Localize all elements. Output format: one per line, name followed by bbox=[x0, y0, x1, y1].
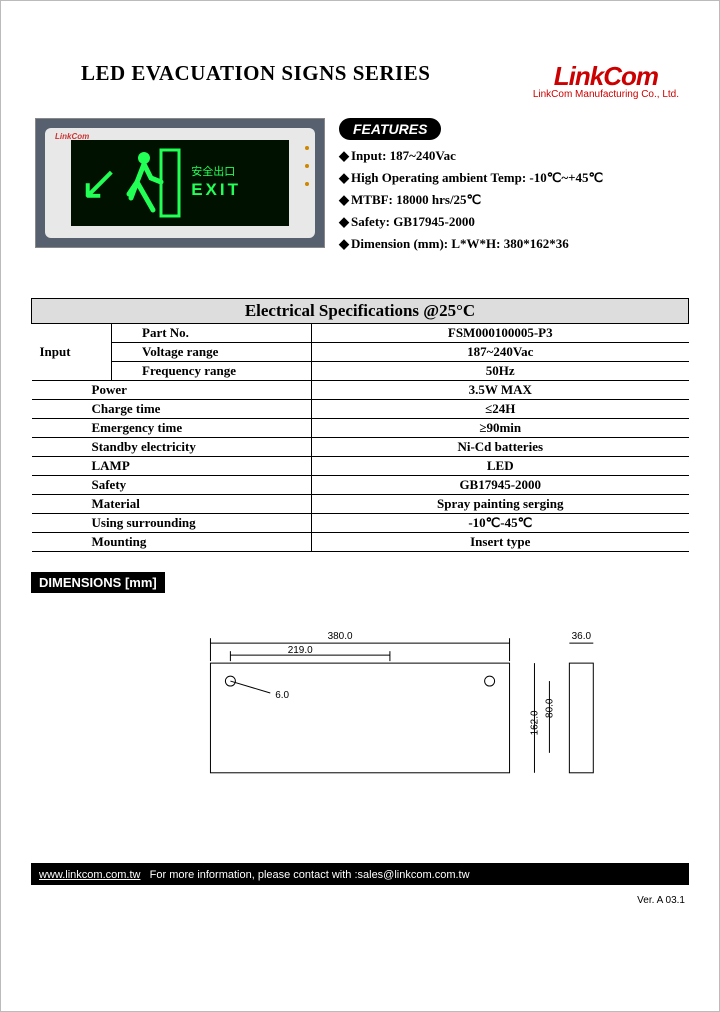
footer-contact-text: For more information, please contact wit… bbox=[150, 869, 470, 881]
svg-text:6.0: 6.0 bbox=[275, 690, 289, 701]
footer-url[interactable]: www.linkcom.com.tw bbox=[39, 869, 140, 881]
spec-label: Part No. bbox=[112, 324, 312, 343]
version-label: Ver. A 03.1 bbox=[31, 895, 689, 906]
spec-label: Mounting bbox=[32, 533, 312, 552]
spec-value: ≤24H bbox=[312, 400, 689, 419]
exit-chinese: 安全出口 bbox=[191, 165, 241, 179]
top-content: LinkCom ↙ 安全出口 EXIT bbox=[31, 118, 689, 258]
product-photo: LinkCom ↙ 安全出口 EXIT bbox=[35, 118, 325, 248]
spec-value: 50Hz bbox=[312, 362, 689, 381]
page-title: LED EVACUATION SIGNS SERIES bbox=[81, 61, 430, 86]
spec-label: Safety bbox=[32, 476, 312, 495]
dimension-drawing: 380.0 219.0 6.0 80.0 162.0 36.0 bbox=[31, 603, 689, 803]
svg-text:380.0: 380.0 bbox=[328, 631, 353, 642]
running-man-icon bbox=[123, 148, 183, 218]
spec-value: LED bbox=[312, 457, 689, 476]
spec-value: Insert type bbox=[312, 533, 689, 552]
spec-table-title: Electrical Specifications @25°C bbox=[32, 299, 689, 324]
logo-subtitle: LinkCom Manufacturing Co., Ltd. bbox=[533, 89, 679, 100]
spec-value: Ni-Cd batteries bbox=[312, 438, 689, 457]
features-heading: FEATURES bbox=[339, 118, 441, 140]
spec-label: Power bbox=[32, 381, 312, 400]
spec-label: Emergency time bbox=[32, 419, 312, 438]
feature-item: Dimension (mm): L*W*H: 380*162*36 bbox=[339, 236, 689, 252]
indicator-leds bbox=[305, 146, 309, 186]
spec-label: Standby electricity bbox=[32, 438, 312, 457]
feature-item: Input: 187~240Vac bbox=[339, 148, 689, 164]
svg-text:162.0: 162.0 bbox=[529, 710, 540, 735]
svg-text:80.0: 80.0 bbox=[544, 698, 555, 718]
spec-value: ≥90min bbox=[312, 419, 689, 438]
spec-label: Frequency range bbox=[112, 362, 312, 381]
exit-english: EXIT bbox=[191, 179, 241, 201]
dimensions-heading: DIMENSIONS [mm] bbox=[31, 572, 165, 593]
spec-value: -10℃-45℃ bbox=[312, 514, 689, 533]
features-list: Input: 187~240Vac High Operating ambient… bbox=[339, 148, 689, 252]
footer-contact-bar: www.linkcom.com.tw For more information,… bbox=[31, 865, 689, 885]
spec-value: 3.5W MAX bbox=[312, 381, 689, 400]
datasheet-page: LED EVACUATION SIGNS SERIES LinkCom Link… bbox=[0, 0, 720, 1012]
spec-label: Voltage range bbox=[112, 343, 312, 362]
footer: www.linkcom.com.tw For more information,… bbox=[31, 863, 689, 885]
spec-value: FSM000100005-P3 bbox=[312, 324, 689, 343]
features-column: FEATURES Input: 187~240Vac High Operatin… bbox=[339, 118, 689, 258]
spec-table: Electrical Specifications @25°C Input Pa… bbox=[31, 298, 689, 552]
feature-item: Safety: GB17945-2000 bbox=[339, 214, 689, 230]
svg-text:36.0: 36.0 bbox=[572, 631, 592, 642]
arrow-down-left-icon: ↙ bbox=[79, 155, 119, 211]
spec-label: Material bbox=[32, 495, 312, 514]
exit-text: 安全出口 EXIT bbox=[191, 165, 241, 201]
company-logo: LinkCom LinkCom Manufacturing Co., Ltd. bbox=[533, 61, 679, 100]
feature-item: MTBF: 18000 hrs/25℃ bbox=[339, 192, 689, 208]
svg-text:219.0: 219.0 bbox=[288, 645, 313, 656]
input-group-label: Input bbox=[32, 324, 112, 381]
spec-value: 187~240Vac bbox=[312, 343, 689, 362]
spec-label: LAMP bbox=[32, 457, 312, 476]
spec-label: Using surrounding bbox=[32, 514, 312, 533]
header-row: LED EVACUATION SIGNS SERIES LinkCom Link… bbox=[31, 61, 689, 100]
spec-value: GB17945-2000 bbox=[312, 476, 689, 495]
logo-text: LinkCom bbox=[533, 61, 679, 92]
spec-label: Charge time bbox=[32, 400, 312, 419]
spec-value: Spray painting serging bbox=[312, 495, 689, 514]
feature-item: High Operating ambient Temp: -10℃~+45℃ bbox=[339, 170, 689, 186]
